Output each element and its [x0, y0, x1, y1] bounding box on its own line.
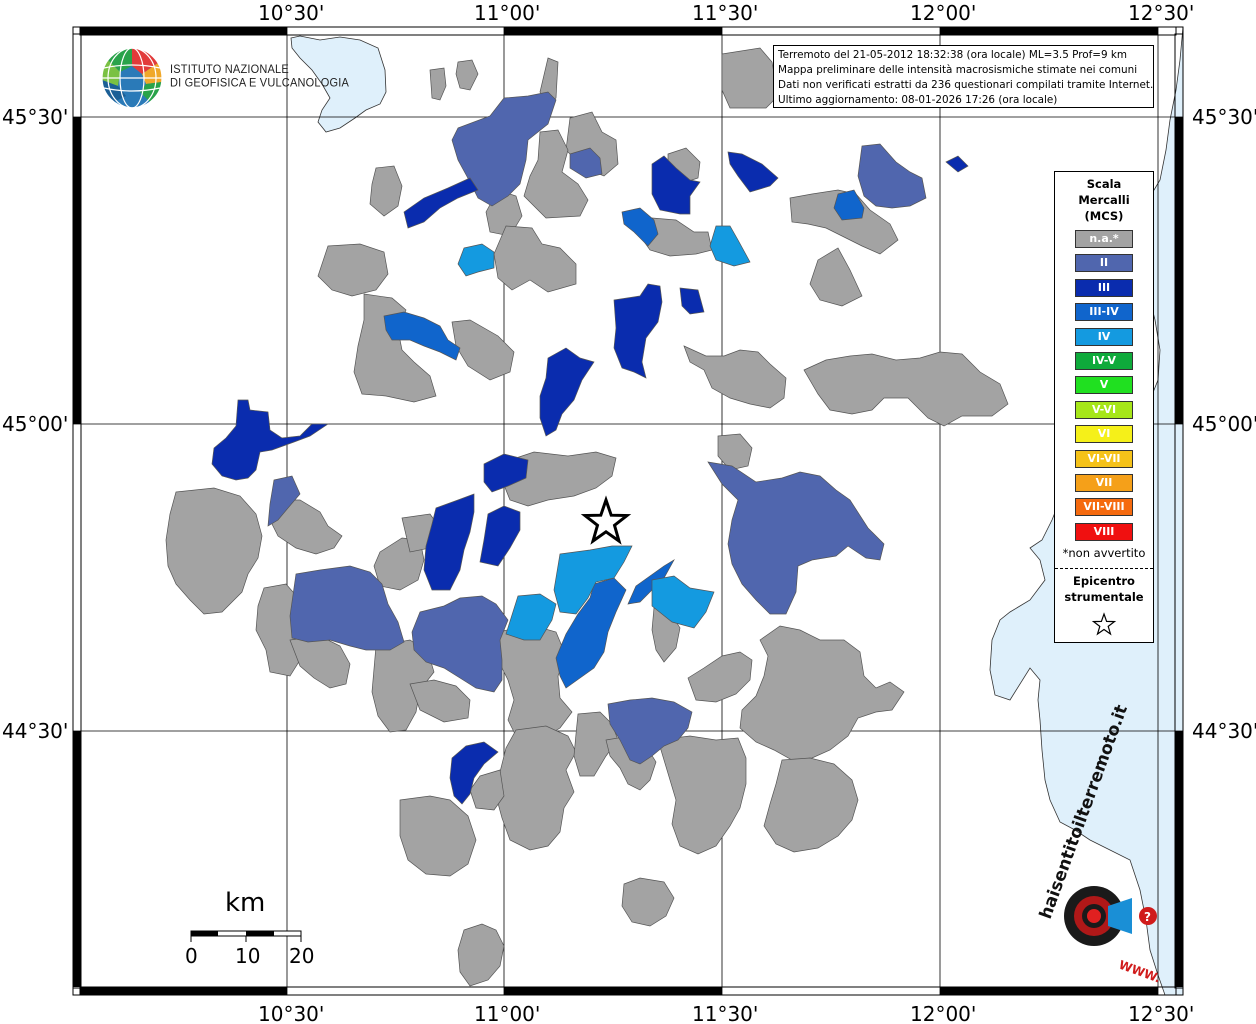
lat-label-left-3: 44°30'	[2, 719, 68, 743]
lon-label-top-1: 10°30'	[258, 1, 324, 25]
institute-line1: ISTITUTO NAZIONALE	[170, 63, 289, 76]
scale-tick-10: 10	[235, 944, 261, 968]
institute-name: ISTITUTO NAZIONALE DI GEOFISICA E VULCAN…	[170, 63, 349, 90]
legend-item: VII	[1075, 474, 1133, 492]
institute-line2: DI GEOFISICA E VULCANOLOGIA	[170, 77, 349, 90]
scale-tick-20: 20	[289, 944, 315, 968]
info-line1: Terremoto del 21-05-2012 18:32:38 (ora l…	[778, 49, 1128, 61]
municipalities-ii	[267, 91, 927, 765]
lat-label-left-2: 45°00'	[2, 412, 68, 436]
legend-title-line1: Scala	[1086, 177, 1122, 191]
info-line3: Dati non verificati estratti da 236 ques…	[778, 79, 1154, 91]
lon-label-top-2: 11°00'	[474, 1, 540, 25]
lon-label-bottom-1: 10°30'	[258, 1002, 324, 1024]
legend-epicenter-label: Epicentro strumentale	[1055, 573, 1153, 605]
lat-label-right-3: 44°30'	[1192, 719, 1256, 743]
lon-label-bottom-5: 12°30'	[1128, 1002, 1194, 1024]
star-icon	[1091, 612, 1117, 636]
map-border	[72, 26, 1184, 996]
lat-label-right-1: 45°30'	[1192, 105, 1256, 129]
info-line2: Mappa preliminare delle intensità macros…	[778, 64, 1138, 76]
legend-item: III	[1075, 278, 1133, 297]
legend-item: III-IV	[1075, 303, 1133, 322]
svg-text:?: ?	[1144, 910, 1151, 924]
lon-label-top-4: 12°00'	[910, 1, 976, 25]
legend-title-line2: Mercalli	[1078, 193, 1130, 207]
legend-item: VII-VIII	[1075, 498, 1133, 517]
legend-item: VIII	[1075, 522, 1133, 541]
legend-note: *non avvertito	[1062, 546, 1146, 560]
scale-tick-0: 0	[185, 944, 198, 968]
legend-item: n.a.*	[1075, 230, 1133, 248]
lake-garda	[290, 35, 387, 133]
legend-separator	[1055, 568, 1153, 569]
lon-label-top-3: 11°30'	[692, 1, 758, 25]
scale-unit: km	[225, 888, 266, 918]
legend-epicenter-line1: Epicentro	[1073, 574, 1135, 588]
municipalities-iii-iv	[383, 189, 865, 689]
info-line4: Ultimo aggiornamento: 08-01-2026 17:26 (…	[778, 94, 1058, 106]
lat-label-right-2: 45°00'	[1192, 412, 1256, 436]
municipalities-iii	[211, 151, 969, 805]
epicenter-star	[580, 495, 632, 545]
lon-label-bottom-2: 11°00'	[474, 1002, 540, 1024]
info-box: Terremoto del 21-05-2012 18:32:38 (ora l…	[773, 45, 1154, 108]
legend-title: Scala Mercalli (MCS)	[1055, 176, 1153, 224]
legend-item: II	[1075, 254, 1133, 273]
legend-item: IV-V	[1075, 352, 1133, 370]
legend-item: V-VI	[1075, 400, 1133, 419]
municipalities-na	[165, 47, 1009, 987]
lat-label-left-1: 45°30'	[2, 105, 68, 129]
legend-epicenter-line2: strumentale	[1064, 590, 1144, 604]
municipalities-iv	[457, 225, 751, 641]
legend-item: IV	[1075, 327, 1133, 346]
map-frame	[73, 27, 1183, 995]
lon-label-bottom-4: 12°00'	[910, 1002, 976, 1024]
lon-label-bottom-3: 11°30'	[692, 1002, 758, 1024]
legend: Scala Mercalli (MCS) n.a.* II III III-IV IV I…	[1054, 171, 1154, 643]
legend-item: V	[1075, 376, 1133, 395]
globe-logo-icon	[101, 47, 163, 109]
legend-item: VI-VII	[1075, 449, 1133, 468]
lon-label-top-5: 12°30'	[1128, 1, 1194, 25]
legend-title-line3: (MCS)	[1084, 209, 1124, 223]
municipalities	[165, 47, 1009, 987]
scale-bar	[190, 930, 302, 942]
legend-item: VI	[1075, 425, 1133, 444]
